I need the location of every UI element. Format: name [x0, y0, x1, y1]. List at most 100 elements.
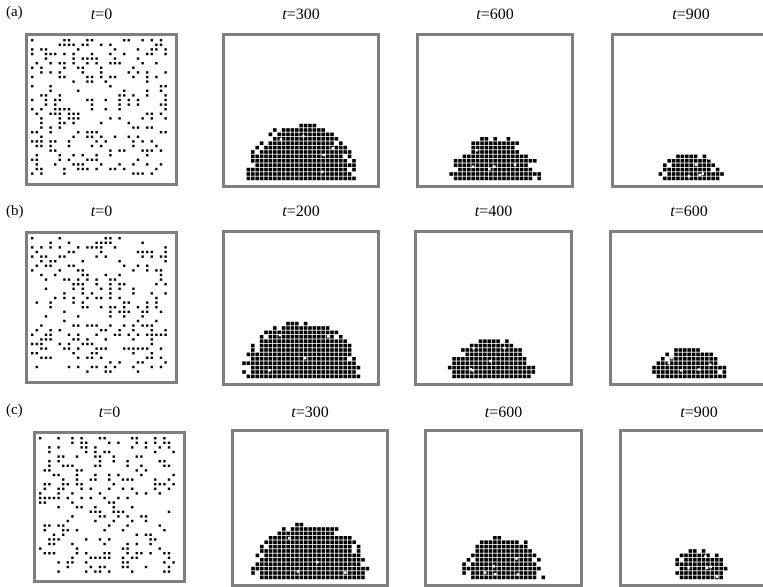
time-variable: t	[670, 203, 675, 220]
particle	[49, 356, 52, 359]
particle	[281, 159, 286, 163]
particle	[299, 522, 304, 527]
particle	[155, 43, 158, 46]
particle	[484, 172, 489, 176]
particle	[66, 565, 69, 569]
particle	[303, 137, 308, 141]
particle	[475, 167, 480, 172]
particle	[511, 145, 515, 150]
particle	[303, 128, 308, 132]
particle	[290, 370, 295, 374]
particle	[132, 163, 135, 166]
particle	[707, 167, 711, 172]
particle	[39, 501, 42, 504]
particle	[81, 273, 84, 277]
particle	[487, 352, 492, 357]
particle	[693, 176, 698, 181]
particle	[80, 441, 83, 444]
particle	[295, 137, 299, 141]
time-label: t=900	[680, 404, 717, 422]
particle	[484, 154, 489, 159]
particle	[95, 241, 98, 244]
particle	[57, 437, 60, 440]
particle	[352, 562, 356, 566]
particle	[687, 352, 691, 357]
time-value: 0	[112, 404, 121, 421]
particle	[150, 140, 153, 143]
particle	[146, 301, 149, 304]
particle	[326, 540, 330, 544]
particle	[86, 324, 89, 327]
particle	[713, 374, 718, 379]
particle	[528, 172, 533, 176]
particle	[132, 172, 135, 175]
particle	[118, 329, 121, 332]
particle	[675, 571, 679, 575]
particle	[159, 333, 163, 336]
particle	[330, 137, 334, 141]
particle	[126, 524, 129, 527]
particle	[489, 154, 493, 159]
particle	[136, 135, 140, 138]
particle	[98, 437, 102, 440]
particle	[466, 558, 471, 562]
particle	[163, 529, 166, 532]
particle	[685, 176, 689, 181]
particle	[281, 348, 286, 352]
particle	[312, 343, 317, 348]
particle	[273, 575, 277, 580]
particle	[80, 483, 83, 486]
particle	[286, 549, 290, 553]
particle	[674, 352, 678, 357]
particle	[469, 365, 474, 370]
particle	[343, 558, 348, 562]
simulation-panel	[609, 230, 763, 386]
particle	[326, 549, 330, 553]
particle	[484, 137, 489, 141]
particle	[112, 455, 115, 458]
particle	[277, 339, 281, 343]
particle	[132, 292, 135, 295]
particle	[515, 172, 519, 176]
particle	[150, 324, 153, 327]
particle	[268, 536, 273, 540]
particle	[295, 145, 299, 150]
time-value: 900	[693, 404, 718, 421]
particle	[104, 329, 107, 332]
particle	[679, 553, 684, 558]
particle	[502, 159, 506, 163]
particle	[86, 98, 89, 102]
particle	[484, 575, 488, 580]
particle	[43, 501, 46, 504]
particle	[135, 469, 138, 472]
particle	[295, 531, 299, 536]
particle	[44, 98, 48, 102]
particle	[75, 473, 79, 477]
particle	[100, 66, 103, 69]
particle	[123, 306, 126, 309]
particle	[304, 566, 308, 571]
particle	[67, 333, 71, 336]
particle	[58, 342, 61, 346]
particle	[295, 128, 299, 132]
particle	[118, 260, 121, 263]
particle	[255, 361, 259, 365]
particle	[264, 549, 268, 553]
particle	[103, 556, 106, 559]
particle	[317, 343, 321, 348]
particle	[273, 540, 277, 544]
particle	[343, 374, 347, 379]
particle	[49, 85, 52, 88]
particle	[689, 172, 693, 176]
particle	[268, 370, 273, 374]
particle	[475, 176, 480, 181]
particle	[72, 287, 75, 290]
particle	[286, 575, 290, 580]
particle	[135, 533, 138, 536]
particle	[295, 132, 299, 137]
time-label: t=600	[476, 6, 513, 24]
particle	[290, 330, 295, 335]
particle	[150, 172, 153, 175]
particle	[321, 549, 326, 553]
time-variable: t	[474, 203, 480, 220]
